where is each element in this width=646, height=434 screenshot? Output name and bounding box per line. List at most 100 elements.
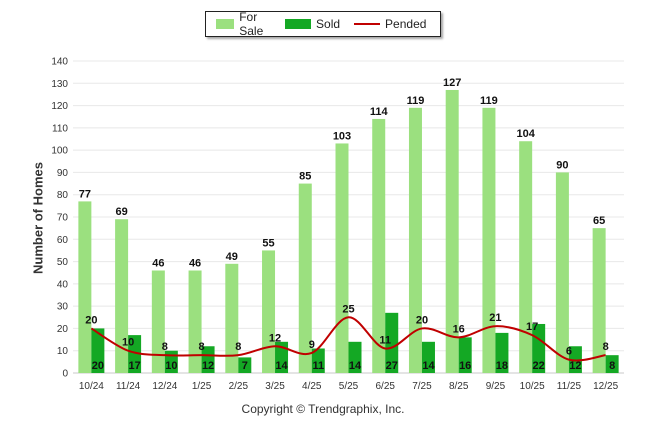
x-tick-label: 5/25 — [339, 381, 359, 392]
y-axis-label: Number of Homes — [30, 162, 46, 274]
label-for-sale: 103 — [333, 130, 351, 142]
x-tick-label: 1/25 — [192, 381, 212, 392]
x-tick-label: 11/24 — [116, 381, 141, 392]
label-pended: 8 — [162, 341, 168, 353]
bar-sold — [348, 341, 362, 373]
bar-sold — [128, 335, 142, 373]
label-for-sale: 114 — [370, 106, 389, 118]
bar-sold — [201, 346, 215, 373]
pended-line-path — [90, 316, 606, 362]
label-sold: 17 — [128, 360, 140, 372]
y-tick-label: 10 — [57, 346, 69, 357]
y-tick-label: 60 — [57, 235, 69, 246]
y-tick-label: 130 — [51, 79, 68, 90]
legend-label-for-sale: For Sale — [239, 10, 264, 38]
label-sold: 22 — [533, 360, 545, 372]
label-for-sale: 46 — [189, 257, 201, 269]
legend-item-sold[interactable]: Sold — [285, 17, 340, 31]
y-tick-label: 30 — [57, 302, 69, 313]
y-tick-label: 100 — [51, 146, 68, 157]
label-for-sale: 65 — [593, 215, 605, 227]
bar-for-sale — [225, 263, 239, 373]
label-pended: 25 — [342, 303, 354, 315]
label-for-sale: 127 — [443, 77, 461, 89]
label-for-sale: 77 — [79, 188, 91, 200]
label-pended: 8 — [603, 341, 609, 353]
legend-label-pended: Pended — [385, 17, 427, 31]
y-tick-label: 20 — [57, 324, 69, 335]
y-tick-label: 50 — [57, 257, 69, 268]
bar-for-sale — [519, 141, 533, 373]
legend-swatch-pended — [354, 23, 381, 25]
y-tick-label: 90 — [57, 168, 69, 179]
label-sold: 14 — [275, 360, 288, 372]
label-pended: 17 — [526, 321, 538, 333]
label-pended: 9 — [309, 339, 315, 351]
x-tick-label: 9/25 — [486, 381, 506, 392]
bar-for-sale — [445, 89, 459, 373]
x-tick-label: 4/25 — [302, 381, 322, 392]
y-axis-ticks: 0 10 20 30 40 50 60 70 80 90 100 110 120 130 140 — [51, 57, 68, 380]
label-sold: 14 — [349, 360, 362, 372]
label-sold: 20 — [92, 360, 104, 372]
bar-sold — [311, 348, 325, 373]
bar-sold — [91, 328, 105, 373]
pended-line — [90, 316, 606, 362]
bar-for-sale — [482, 107, 496, 374]
bar-for-sale — [298, 183, 312, 373]
label-for-sale: 49 — [226, 251, 238, 263]
label-pended: 12 — [269, 332, 281, 344]
x-axis-ticks: 10/24 11/24 12/24 1/25 2/25 3/25 4/25 5/25 6/25 7… — [79, 381, 619, 392]
label-pended: 16 — [453, 323, 465, 335]
x-tick-label: 7/25 — [412, 381, 432, 392]
bar-for-sale — [262, 250, 276, 373]
label-for-sale: 104 — [516, 128, 535, 140]
label-for-sale: 90 — [556, 159, 568, 171]
x-tick-label: 2/25 — [229, 381, 249, 392]
data-labels: 77 20 20 6 9 17 10 46 10 8 46 12 8 49 7 8 55 14 12 85 119 103… — [79, 77, 615, 372]
bar-for-sale — [78, 201, 92, 373]
label-sold: 18 — [496, 360, 508, 372]
label-for-sale: 85 — [299, 171, 311, 183]
bar-sold — [275, 341, 289, 373]
label-pended: 11 — [379, 334, 391, 346]
label-sold: 12 — [569, 360, 581, 372]
label-pended: 21 — [489, 312, 501, 324]
label-for-sale: 46 — [152, 257, 164, 269]
y-tick-label: 110 — [52, 123, 68, 134]
y-tick-label: 0 — [62, 369, 68, 380]
label-pended: 20 — [85, 314, 97, 326]
y-tick-label: 40 — [57, 279, 69, 290]
label-for-sale: 55 — [262, 237, 274, 249]
bar-sold — [385, 312, 399, 373]
legend-item-for-sale[interactable]: For Sale — [216, 10, 271, 38]
y-tick-label: 70 — [57, 213, 69, 224]
label-pended: 20 — [416, 314, 428, 326]
label-pended: 8 — [199, 341, 205, 353]
y-tick-label: 140 — [51, 57, 68, 68]
label-for-sale: 119 — [407, 95, 425, 107]
x-tick-label: 10/24 — [79, 381, 104, 392]
label-pended: 10 — [122, 337, 134, 349]
bar-sold — [495, 332, 509, 373]
bar-for-sale — [151, 270, 165, 373]
x-tick-label: 6/25 — [375, 381, 395, 392]
label-sold: 14 — [422, 360, 435, 372]
label-pended: 6 — [566, 346, 572, 358]
x-tick-label: 10/25 — [520, 381, 545, 392]
bar-for-sale — [372, 118, 386, 373]
label-sold: 12 — [202, 360, 214, 372]
x-tick-label: 12/25 — [593, 381, 618, 392]
label-sold: 10 — [165, 360, 177, 372]
y-tick-label: 80 — [57, 190, 69, 201]
bar-sold — [421, 341, 435, 373]
bar-for-sale — [115, 219, 129, 373]
label-sold: 7 — [242, 360, 248, 372]
bar-for-sale — [408, 107, 422, 374]
bar-for-sale — [335, 143, 349, 373]
legend-label-sold: Sold — [316, 17, 341, 31]
y-tick-label: 120 — [51, 101, 68, 112]
legend-item-pended[interactable]: Pended — [354, 17, 426, 31]
label-sold: 8 — [609, 360, 615, 372]
